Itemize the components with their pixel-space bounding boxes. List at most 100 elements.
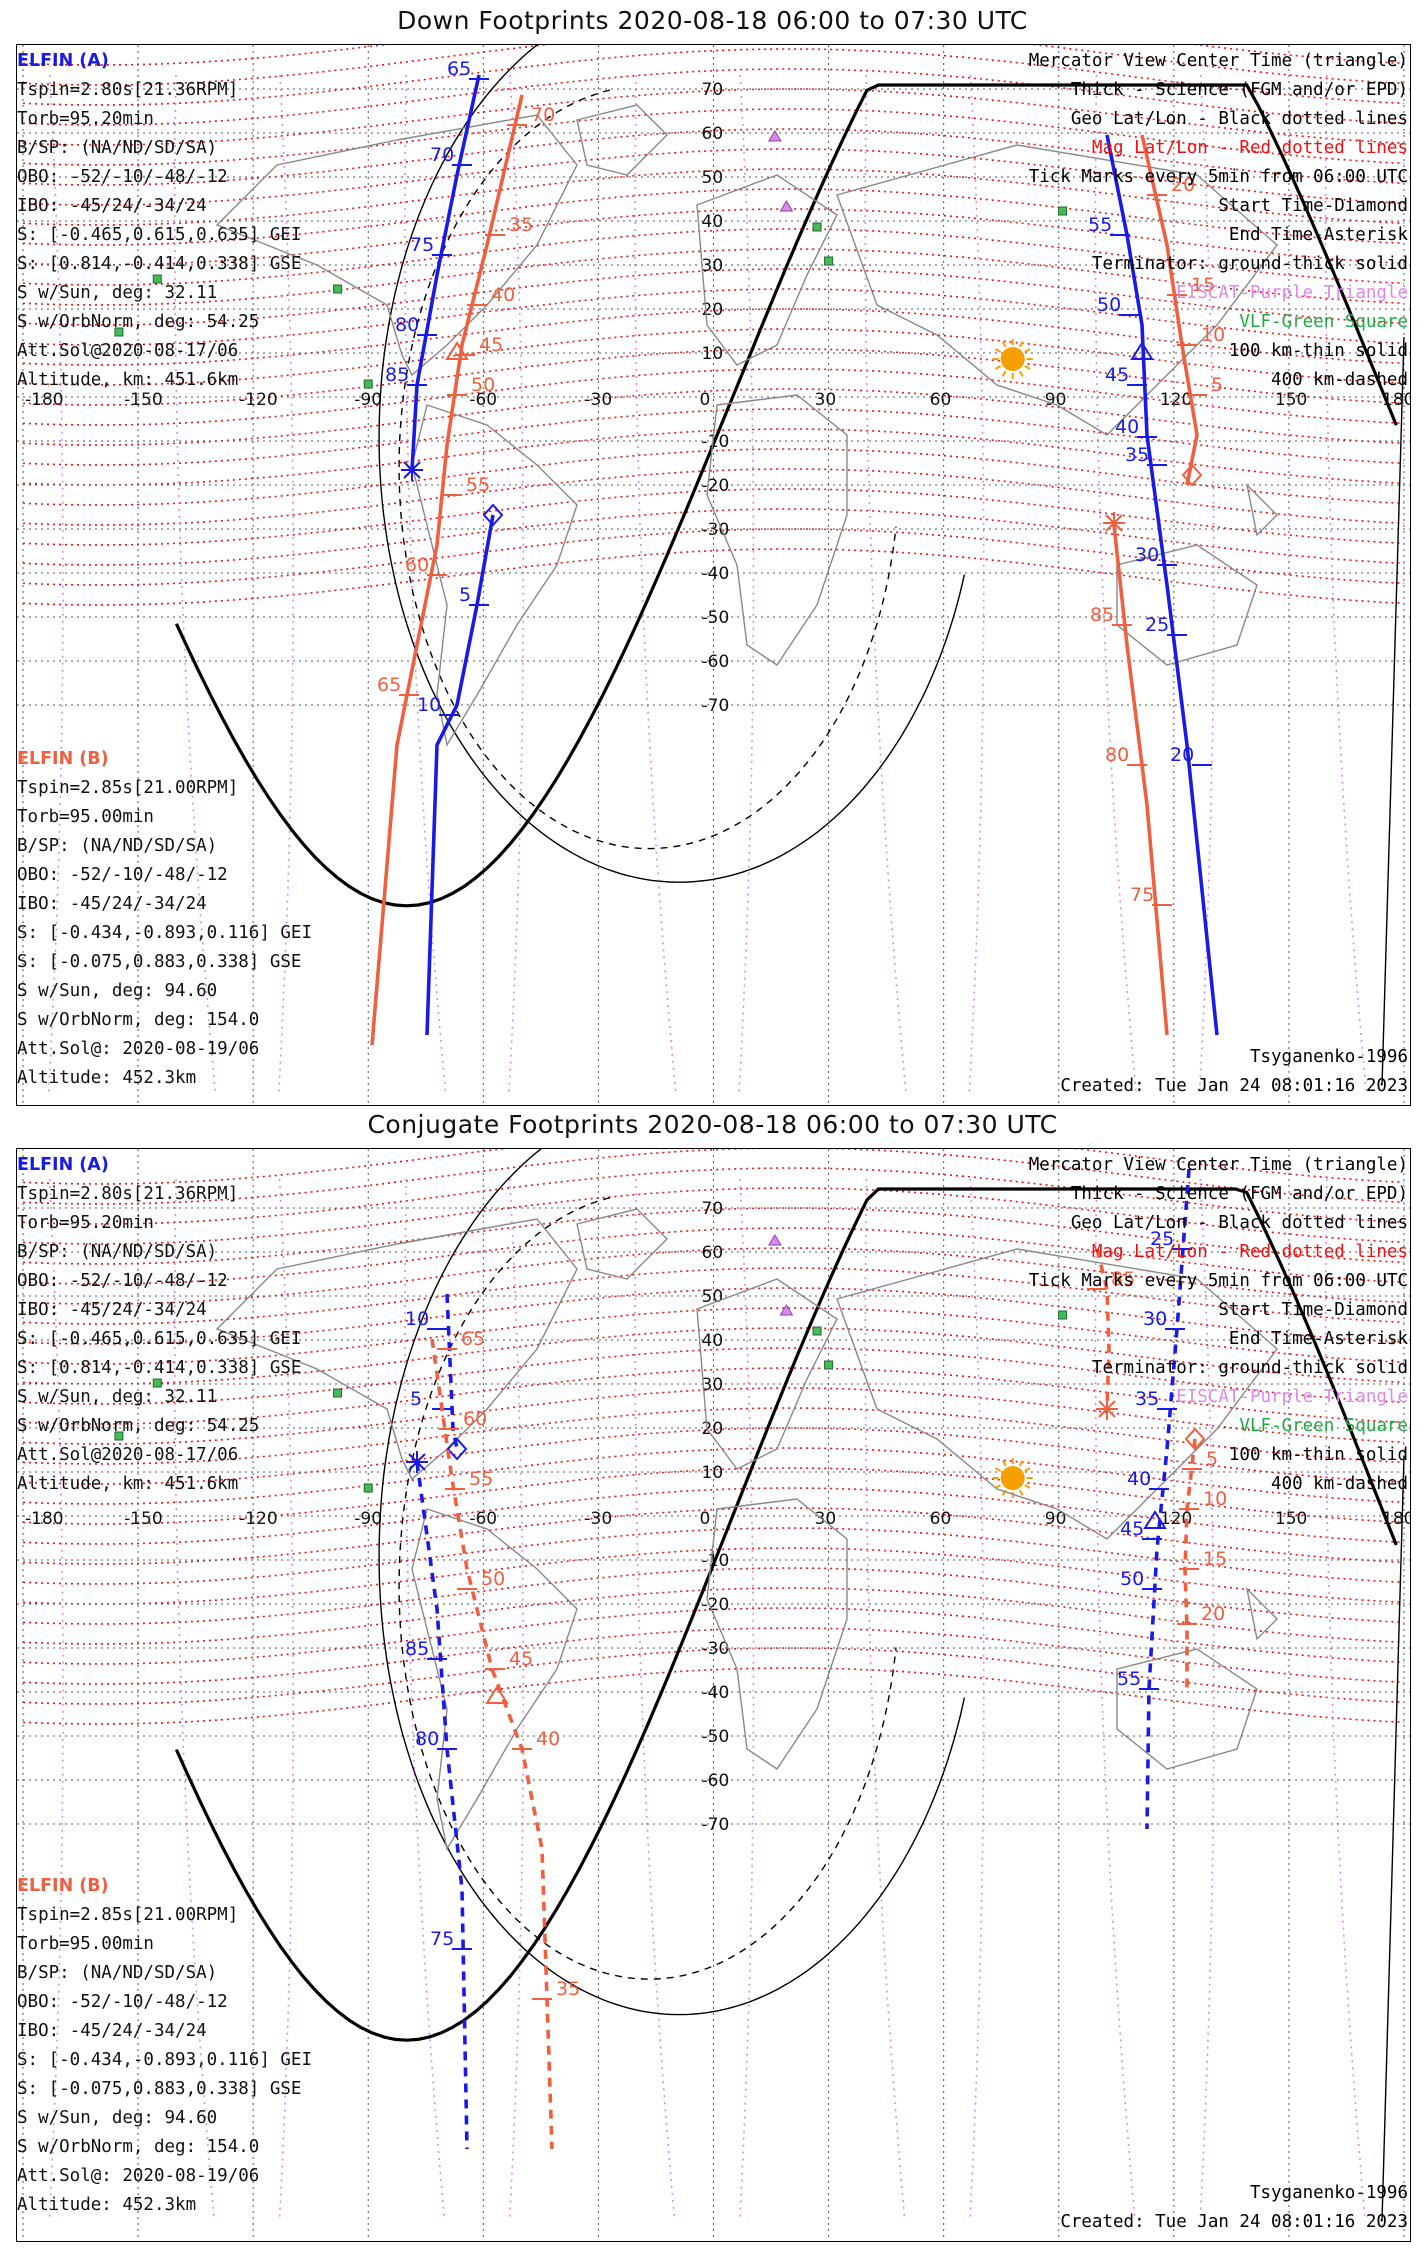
- sun-ray: [1001, 1460, 1007, 1467]
- view-center-triangle-icon: [445, 341, 469, 360]
- elfin-b-s-wsun: S w/Sun, deg: 94.60: [17, 981, 218, 1001]
- elfin-b-torb: Torb=95.00min: [17, 1934, 154, 1954]
- longitude-tick-label: 120: [1160, 390, 1192, 410]
- elfin-b-s-gse: S: [-0.075,0.883,0.338] GSE: [17, 952, 302, 972]
- elfin-b-label: ELFIN (B): [17, 1876, 109, 1896]
- conjugate-footprints-title: Conjugate Footprints 2020-08-18 06:00 to…: [367, 1110, 1058, 1139]
- legend-item: 100 km-thin solid: [1228, 1445, 1408, 1465]
- terminator-400km: [398, 89, 897, 850]
- continent-outline: [1245, 1586, 1278, 1641]
- vlf-square-icon: [1058, 1310, 1068, 1320]
- track-tick-label: 35: [1135, 1388, 1159, 1410]
- legend-item: Start Time-Diamond: [1218, 196, 1408, 216]
- track-tick-label: 60: [405, 554, 429, 576]
- track-tick-label: 55: [1117, 1668, 1141, 1690]
- latitude-tick-label: 50: [702, 1287, 724, 1307]
- latitude-tick-label: 10: [702, 344, 724, 364]
- latitude-tick-label: 10: [702, 1463, 724, 1483]
- legend-item: VLF-Green Square: [1239, 1416, 1408, 1436]
- track-tick-label: 65: [461, 1328, 485, 1350]
- terminator-100km-edge: [1381, 1455, 1405, 2222]
- track-tick-label: 40: [536, 1728, 560, 1750]
- vlf-square-icon: [812, 1326, 822, 1336]
- down-footprints-title: Down Footprints 2020-08-18 06:00 to 07:3…: [397, 6, 1028, 35]
- track-tick-label: 50: [1120, 1568, 1144, 1590]
- track-tick-label: 50: [481, 1568, 505, 1590]
- latitude-tick-label: -50: [702, 608, 730, 628]
- legend: Mercator View Center Time (triangle) Thi…: [1029, 1151, 1408, 1499]
- longitude-tick-label: 150: [1275, 1509, 1307, 1529]
- elfin-b-tspin: Tspin=2.85s[21.00RPM]: [17, 778, 239, 798]
- longitude-tick-label: -60: [469, 1509, 497, 1529]
- eiscat-triangle-icon: [767, 1234, 782, 1246]
- mag-longitude-line: [634, 1178, 676, 2220]
- elfin-a-attsol: Att.Sol@2020-08-17/06: [17, 1445, 239, 1465]
- start-time-diamond-icon: [482, 503, 504, 527]
- down-footprints-panel: -180 -150 -120 -90 -60 -30 0 30 60 90 120 150 180 70 6…: [16, 44, 1411, 1106]
- continent-outline: [836, 1248, 1278, 1540]
- latitude-tick-label: -40: [702, 564, 730, 584]
- elfin-b-bsp: B/SP: (NA/ND/SD/SA): [17, 836, 218, 856]
- track-tick-label: 85: [1090, 604, 1114, 626]
- track-tick-label: 70: [430, 144, 454, 166]
- down-footprint-map: -180 -150 -120 -90 -60 -30 0 30 60 90 120 150 180706…: [17, 45, 1410, 1105]
- legend-item: Tick Marks every 5min from 06:00 UTC: [1028, 167, 1408, 187]
- start-time-diamond-icon: [1184, 1427, 1206, 1451]
- vlf-square-icon: [1058, 206, 1068, 216]
- continent-outline: [411, 404, 578, 747]
- created-label: Created: Tue Jan 24 08:01:16 2023: [1060, 2212, 1408, 2232]
- elfin-b-ibo: IBO: -45/24/-34/24: [17, 2021, 207, 2041]
- sun-ray: [1001, 370, 1007, 377]
- elfin-a-s-gse: S: [0.814,-0.414,0.338] GSE: [17, 254, 302, 274]
- longitude-tick-label: -90: [354, 1509, 382, 1529]
- view-center-triangle-icon: [1130, 341, 1154, 360]
- legend-item: Mercator View Center Time (triangle): [1028, 51, 1408, 71]
- vlf-square-icon: [363, 379, 373, 389]
- footer-right: Tsyganenko-1996 Created: Tue Jan 24 08:0…: [1060, 2179, 1408, 2237]
- mag-longitude-line: [864, 1178, 906, 2220]
- elfin-b-s-wsun: S w/Sun, deg: 94.60: [17, 2108, 218, 2128]
- elfin-b-s-gse: S: [-0.075,0.883,0.338] GSE: [17, 2079, 302, 2099]
- elfin-a-ibo: IBO: -45/24/-34/24: [17, 1300, 207, 1320]
- continent-outline: [1116, 1648, 1258, 1770]
- legend-item: 400 km-dashed: [1271, 1474, 1408, 1494]
- terminator-100km: [378, 1149, 966, 2016]
- longitude-tick-label: -150: [124, 390, 163, 410]
- elfin-a-torb: Torb=95.20min: [17, 1213, 154, 1233]
- continent-outline: [215, 1218, 578, 1481]
- elfin-a-obo: OBO: -52/-10/-48/-12: [17, 167, 228, 187]
- legend-item: Tick Marks every 5min from 06:00 UTC: [1028, 1271, 1408, 1291]
- legend-item: End Time-Asterisk: [1228, 225, 1408, 245]
- sun-ray: [994, 348, 1002, 353]
- continent-outline: [215, 114, 578, 377]
- elfin-b-obo: OBO: -52/-10/-48/-12: [17, 865, 228, 885]
- elfin-a-down-track-after: [425, 514, 495, 1036]
- vlf-square-icon: [333, 1388, 343, 1398]
- track-tick-label: 5: [1211, 374, 1223, 396]
- longitude-tick-label: -180: [25, 390, 64, 410]
- elfin-b-obo: OBO: -52/-10/-48/-12: [17, 1992, 228, 2012]
- latitude-tick-label: 70: [702, 80, 724, 100]
- longitude-tick-label: 150: [1275, 390, 1307, 410]
- longitude-tick-label: 0: [700, 1509, 711, 1529]
- track-tick-label: 45: [1105, 364, 1129, 386]
- longitude-tick-label: 60: [930, 390, 952, 410]
- legend-item: 100 km-thin solid: [1228, 341, 1408, 361]
- track-tick-label: 40: [491, 284, 515, 306]
- sun-ray: [1024, 365, 1031, 370]
- track-tick-label: 40: [1115, 416, 1139, 438]
- track-tick-label: 55: [469, 1468, 493, 1490]
- legend-item: End Time-Asterisk: [1228, 1329, 1408, 1349]
- eiscat-triangle-icon: [779, 1304, 794, 1316]
- track-tick-label: 35: [1125, 444, 1149, 466]
- legend-item: Mercator View Center Time (triangle): [1028, 1155, 1408, 1175]
- latitude-tick-label: -60: [702, 1771, 730, 1791]
- longitude-tick-label: 60: [930, 1509, 952, 1529]
- elfin-a-ibo: IBO: -45/24/-34/24: [17, 196, 207, 216]
- continent-outline: [696, 174, 838, 366]
- end-time-asterisk-icon: [406, 1451, 428, 1473]
- eiscat-triangle-icon: [779, 200, 794, 212]
- legend-item: Thick - Science (FGM and/or EPD): [1070, 80, 1408, 100]
- elfin-b-info: ELFIN (B) Tspin=2.85s[21.00RPM] Torb=95.…: [17, 745, 312, 1093]
- legend-item: Terminator: ground-thick solid: [1091, 1358, 1408, 1378]
